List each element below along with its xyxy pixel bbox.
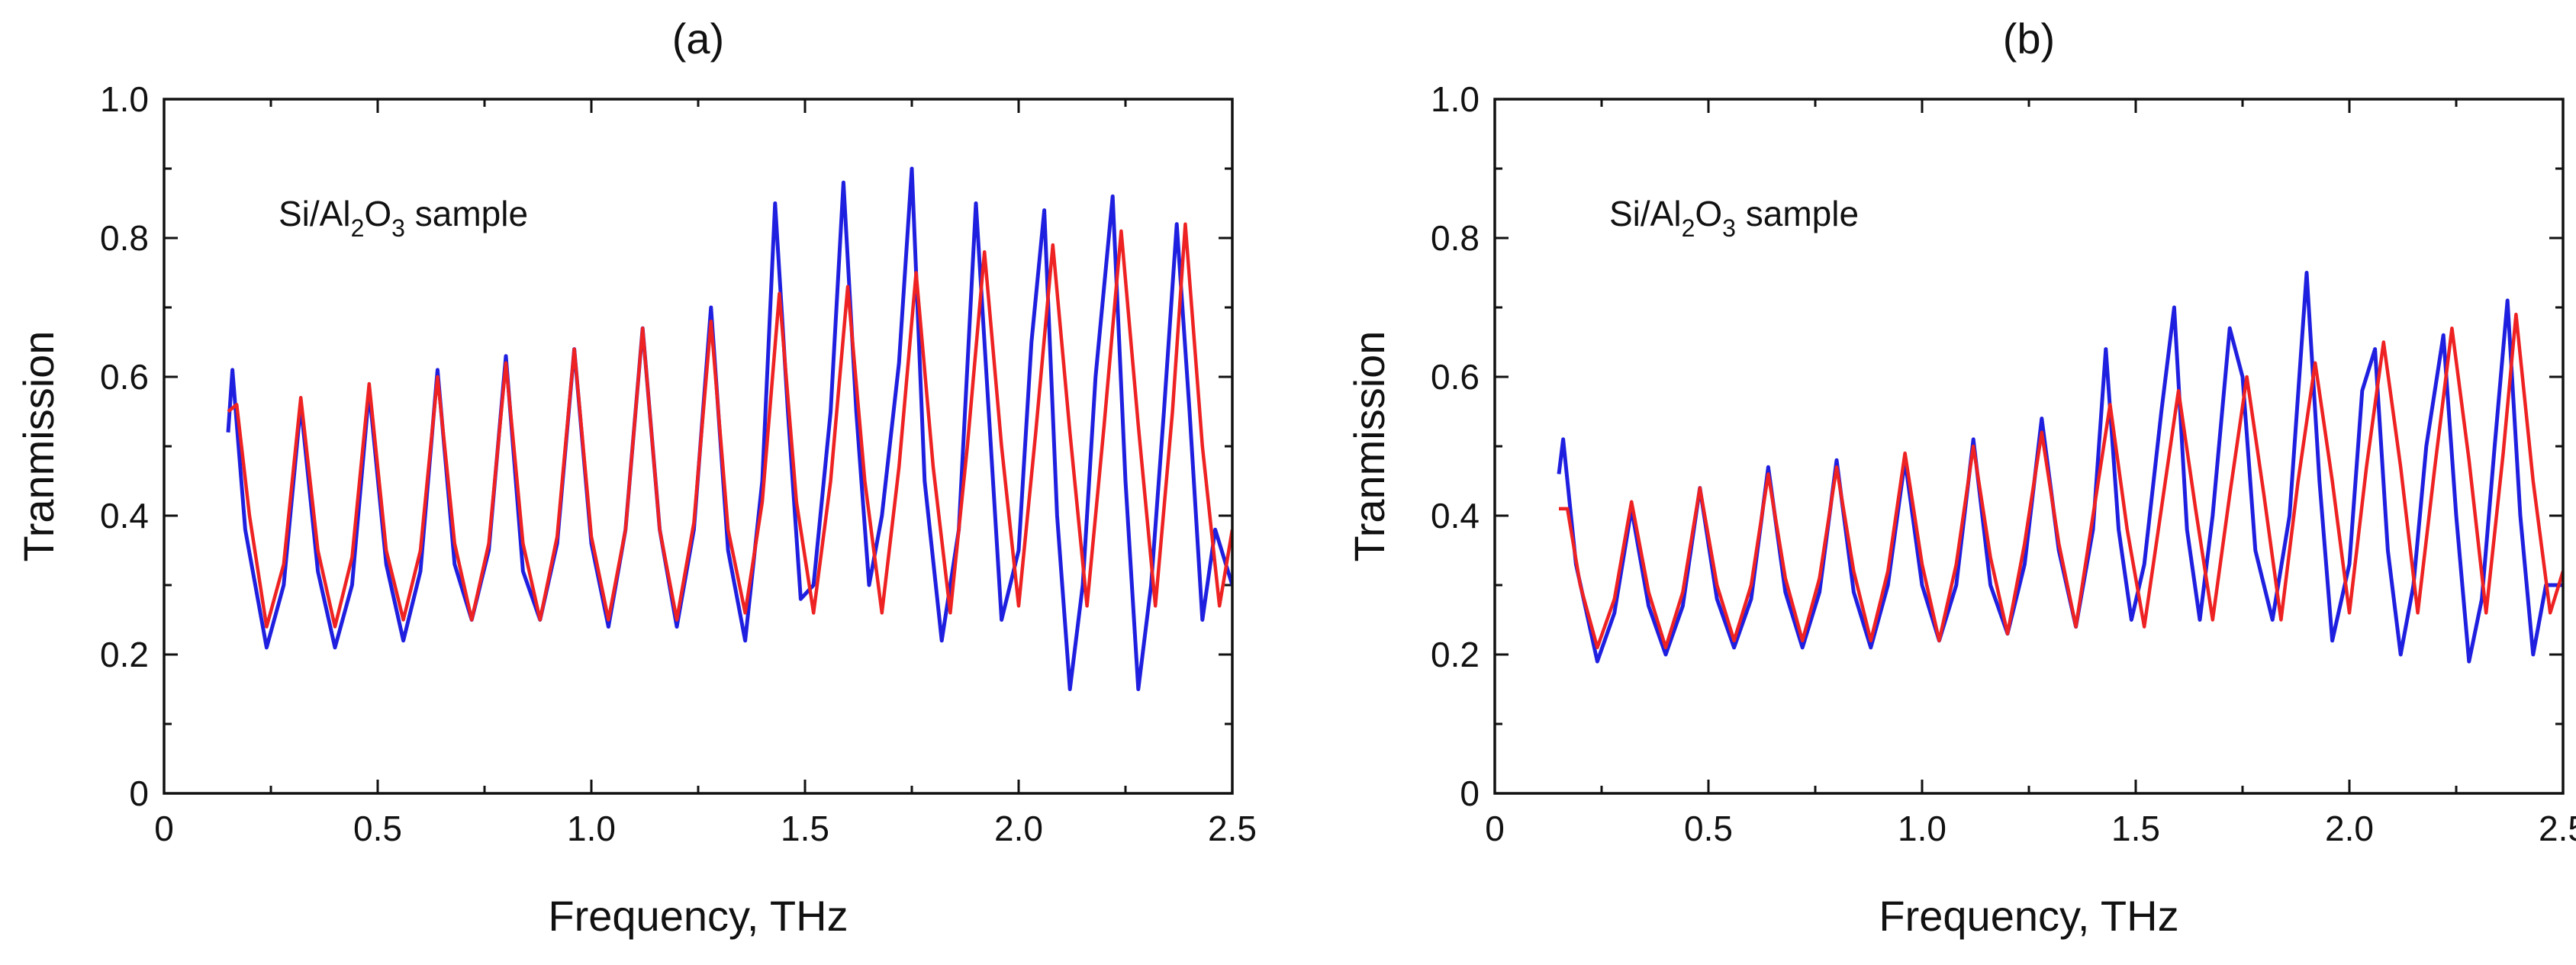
x-tick-label: 1.0 — [1898, 809, 1946, 848]
series-line-fit — [1559, 312, 2563, 650]
annotation-mid: O — [1695, 194, 1722, 233]
x-tick-label: 2.0 — [994, 809, 1043, 848]
annotation-sub1: 2 — [1682, 214, 1695, 242]
x-axis-title: Frequency, THz — [1879, 892, 2178, 940]
chart-panel-b: (b) 0 0.5 1.0 1.5 2.0 2.5 0 0.2 0.4 0.6 0.8 1.0 Si/Al… — [1345, 14, 2576, 940]
x-tick-label: 2.5 — [2539, 809, 2576, 848]
annotation-prefix: Si/Al — [1609, 194, 1682, 233]
x-tick-label: 1.0 — [567, 809, 616, 848]
y-tick-label: 0 — [129, 774, 149, 813]
series-line-measured — [1557, 271, 2563, 664]
series-line-fit — [227, 222, 1232, 629]
y-tick-label: 0.2 — [100, 635, 149, 674]
y-tick-label: 0.4 — [1431, 496, 1480, 536]
y-tick-label: 0.8 — [1431, 218, 1480, 258]
annotation-sub1: 2 — [351, 214, 365, 242]
annotation-sub2: 3 — [391, 214, 405, 242]
x-tick-label: 2.5 — [1208, 809, 1257, 848]
x-tick-label: 1.5 — [781, 809, 829, 848]
y-tick-label: 0.4 — [100, 496, 149, 536]
x-tick-label: 0 — [154, 809, 174, 848]
plot-frame — [1493, 98, 2565, 795]
y-tick-label: 0.8 — [100, 218, 149, 258]
x-tick-label: 0 — [1485, 809, 1505, 848]
panel-title: (b) — [2003, 14, 2055, 63]
y-tick-label: 0.6 — [100, 357, 149, 397]
x-tick-label: 0.5 — [353, 809, 402, 848]
panel-title: (a) — [672, 14, 724, 63]
annotation-suffix: sample — [405, 194, 528, 233]
y-tick-label: 1.0 — [1431, 79, 1480, 119]
annotation-prefix: Si/Al — [279, 194, 351, 233]
x-tick-label: 1.5 — [2111, 809, 2160, 848]
y-tick-label: 0.6 — [1431, 357, 1480, 397]
y-axis-title: Tranmission — [14, 331, 63, 562]
annotation-sub2: 3 — [1722, 214, 1736, 242]
annotation-mid: O — [364, 194, 391, 233]
x-tick-label: 0.5 — [1684, 809, 1733, 848]
series-line-measured — [226, 166, 1232, 691]
sample-annotation: Si/Al2O3 sample — [279, 194, 528, 242]
y-tick-label: 0 — [1460, 774, 1480, 813]
chart-panel-a: (a) 0 0.5 1.0 1.5 2.0 2.5 0 0.2 0.4 0.6 0.8 1.0 Si/Al… — [14, 14, 1257, 940]
x-tick-label: 2.0 — [2325, 809, 2374, 848]
annotation-suffix: sample — [1736, 194, 1859, 233]
sample-annotation: Si/Al2O3 sample — [1609, 194, 1859, 242]
y-axis-title: Tranmission — [1345, 331, 1393, 562]
y-tick-label: 0.2 — [1431, 635, 1480, 674]
y-tick-label: 1.0 — [100, 79, 149, 119]
plot-frame — [163, 98, 1234, 795]
x-axis-title: Frequency, THz — [548, 892, 848, 940]
